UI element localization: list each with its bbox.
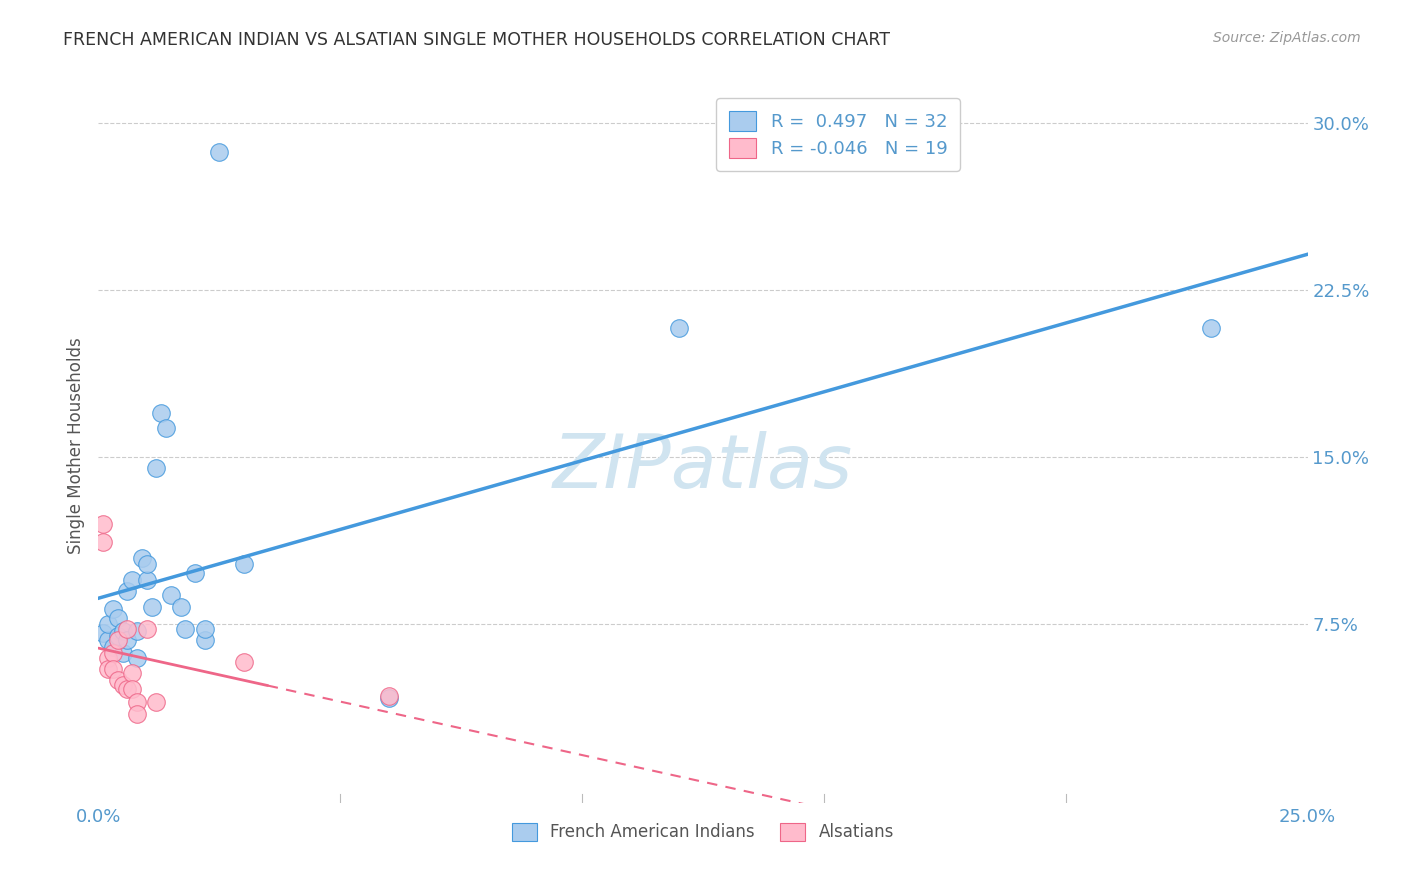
Point [194, 622, 217, 636]
Point [208, 145, 231, 159]
Point [97, 662, 120, 676]
Point [145, 696, 167, 710]
Point [111, 678, 134, 692]
Point [117, 583, 139, 598]
Legend: French American Indians, Alsatians: French American Indians, Alsatians [506, 816, 900, 848]
Point [174, 622, 197, 636]
Point [135, 573, 157, 587]
Point [91, 626, 114, 640]
Point [377, 689, 399, 703]
Point [117, 681, 139, 696]
Text: Source: ZipAtlas.com: Source: ZipAtlas.com [1213, 31, 1361, 45]
Point [97, 633, 120, 648]
Point [232, 557, 254, 572]
Text: ZIPatlas: ZIPatlas [553, 432, 853, 503]
Point [232, 655, 254, 669]
Text: FRENCH AMERICAN INDIAN VS ALSATIAN SINGLE MOTHER HOUSEHOLDS CORRELATION CHART: FRENCH AMERICAN INDIAN VS ALSATIAN SINGL… [63, 31, 890, 49]
Point [145, 461, 167, 475]
Point [160, 589, 183, 603]
Point [127, 651, 149, 665]
Point [135, 557, 157, 572]
Point [377, 690, 399, 705]
Point [668, 320, 690, 334]
Point [101, 662, 124, 676]
Point [111, 646, 134, 660]
Point [97, 651, 120, 665]
Point [117, 633, 139, 648]
Point [107, 673, 129, 687]
Y-axis label: Single Mother Households: Single Mother Households [66, 338, 84, 554]
Point [184, 566, 207, 580]
Point [141, 599, 163, 614]
Point [121, 666, 143, 681]
Point [111, 624, 134, 639]
Point [127, 696, 149, 710]
Point [91, 534, 114, 549]
Point [107, 628, 129, 642]
Point [121, 573, 143, 587]
Point [150, 405, 173, 419]
Point [155, 421, 177, 435]
Point [127, 624, 149, 639]
Point [131, 550, 153, 565]
Point [101, 646, 124, 660]
Point [121, 681, 143, 696]
Point [107, 633, 129, 648]
Point [117, 622, 139, 636]
Point [101, 640, 124, 654]
Point [97, 617, 120, 632]
Point [135, 622, 157, 636]
Point [101, 601, 124, 615]
Point [107, 610, 129, 624]
Point [127, 706, 149, 721]
Point [169, 599, 191, 614]
Point [91, 517, 114, 532]
Point [1199, 320, 1222, 334]
Point [194, 633, 217, 648]
